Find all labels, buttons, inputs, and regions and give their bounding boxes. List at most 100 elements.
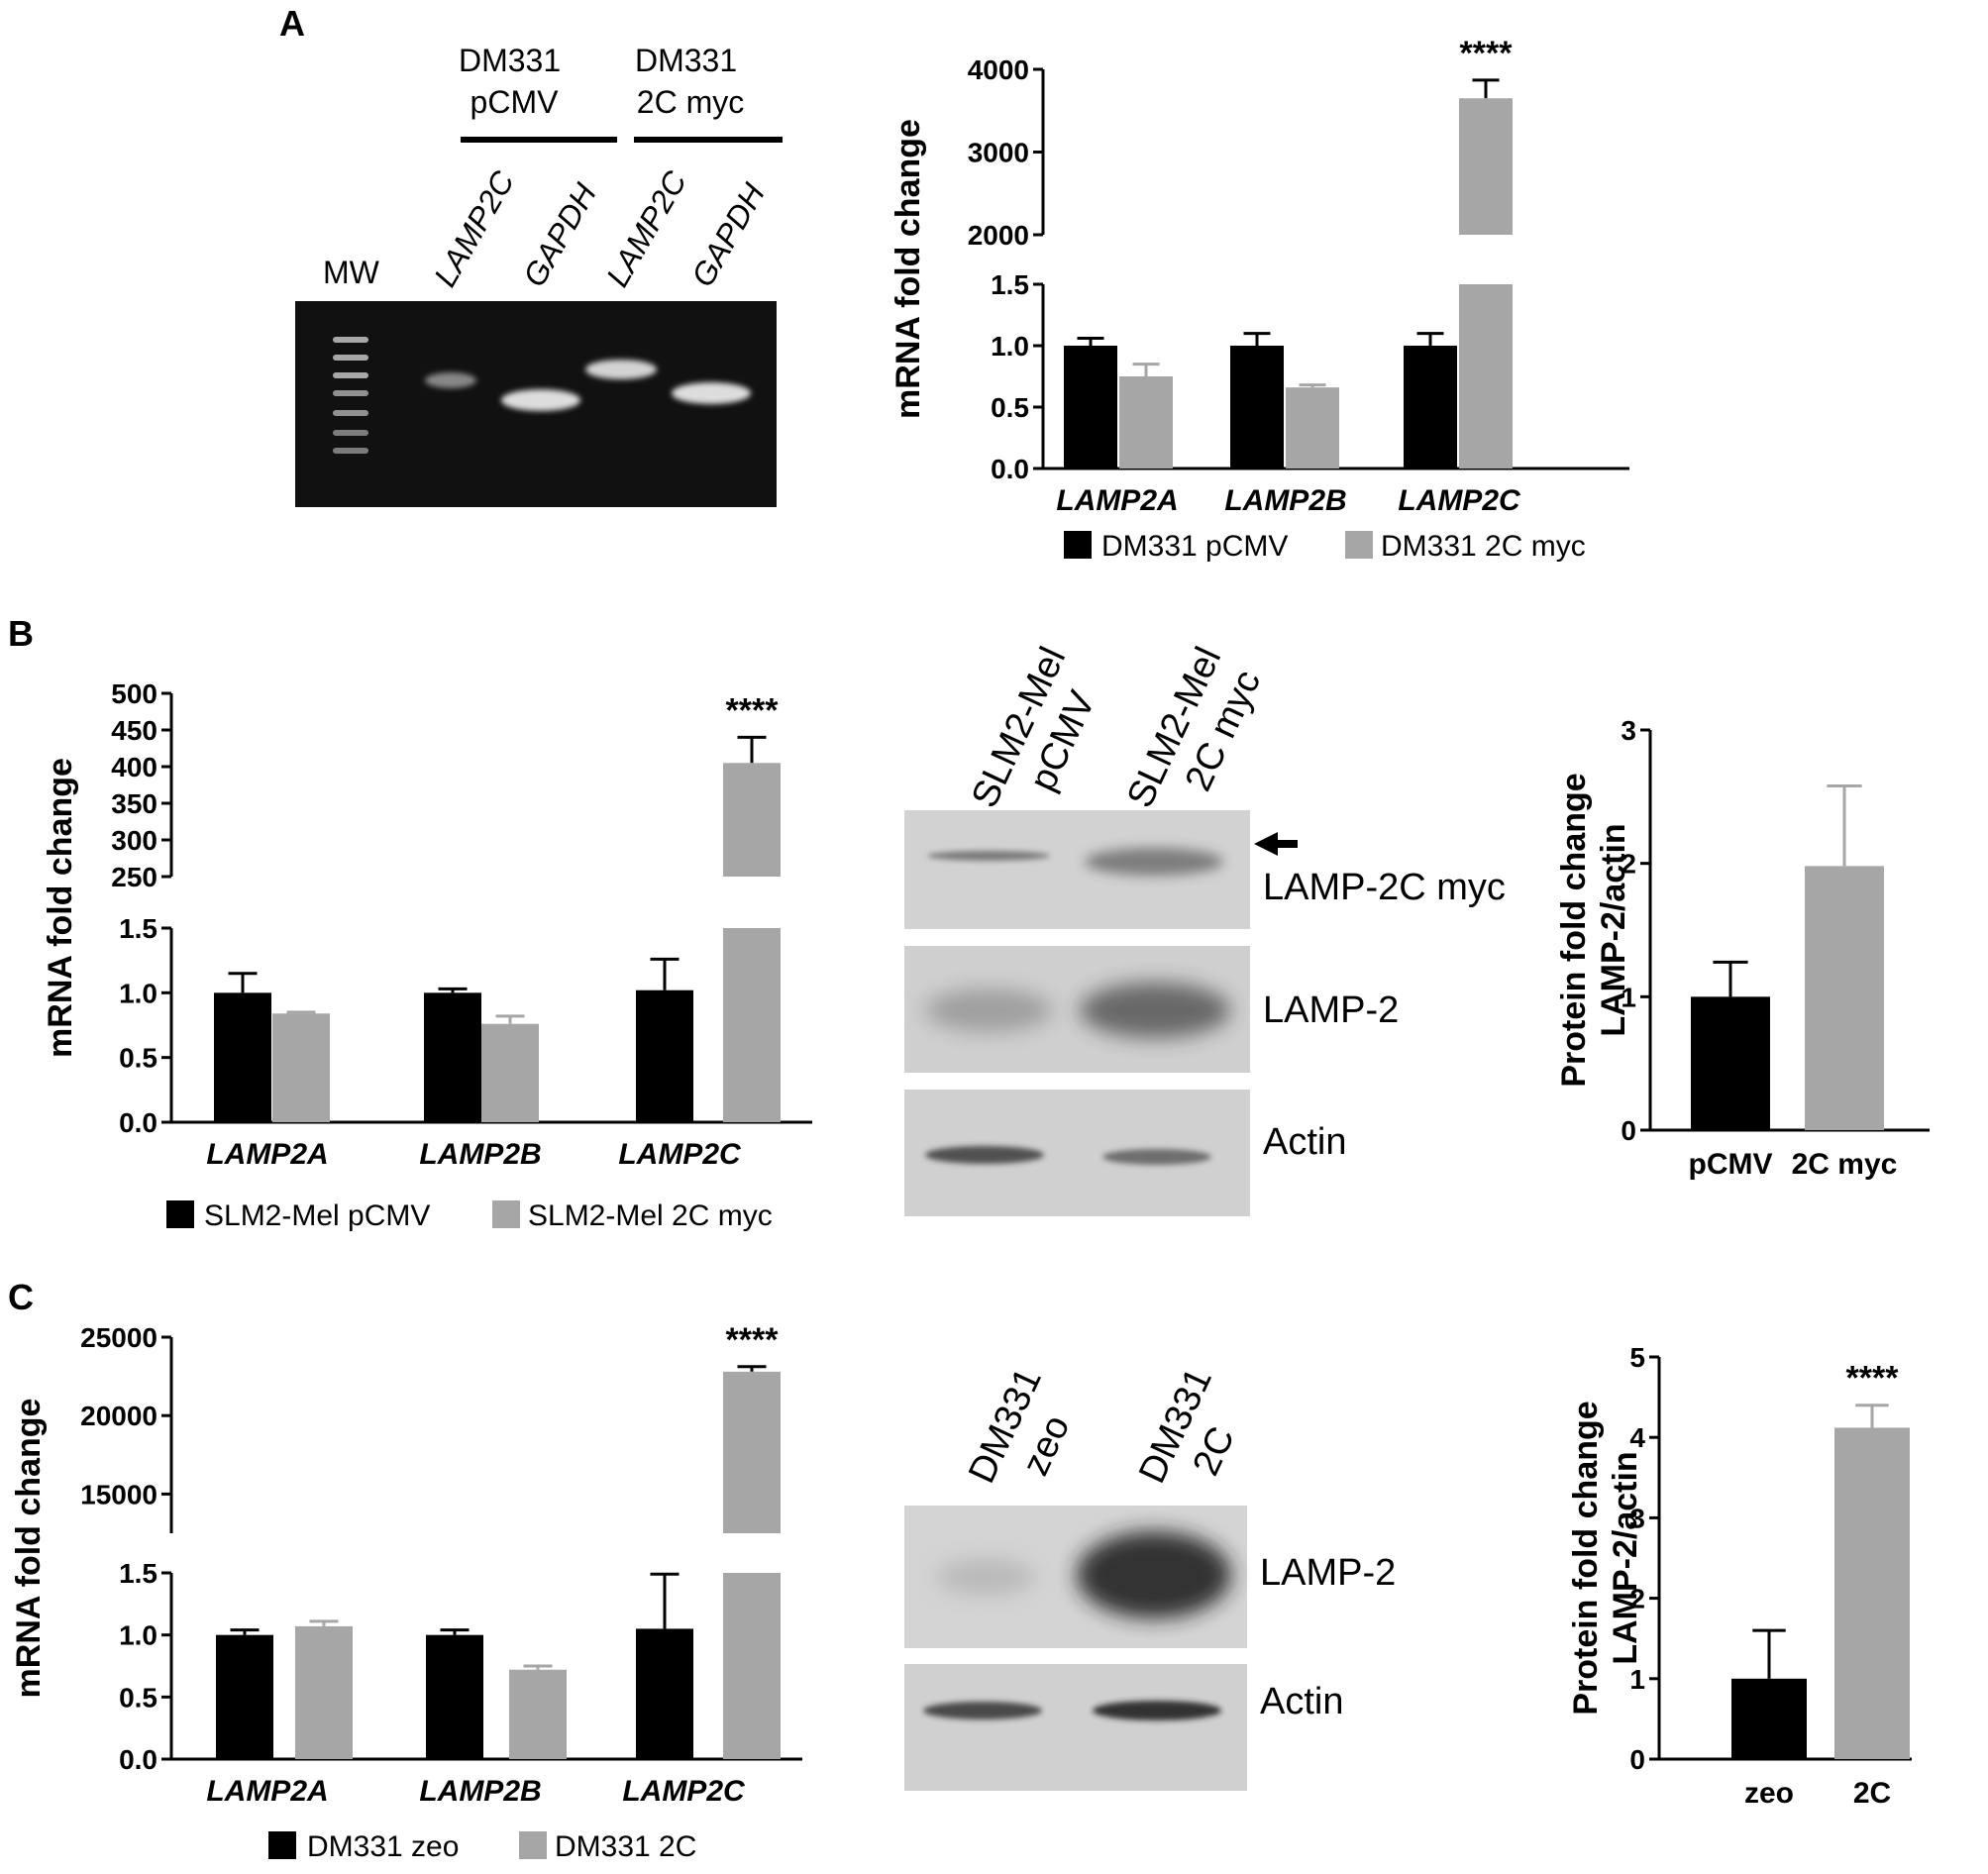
y-tick-label: 2000 (968, 220, 1029, 251)
y-axis-label: Protein fold changeLAMP-2/actin (1567, 1401, 1644, 1715)
blot-b-band-label-2: LAMP-2 (1263, 989, 1399, 1031)
y-tick-label: 1.5 (119, 1558, 157, 1589)
y-tick-label: 1.0 (991, 331, 1029, 362)
blot-b-band (1085, 848, 1223, 876)
blot-c-band (1077, 1531, 1231, 1618)
gel-a-mw-band (333, 372, 368, 378)
y-axis-label: mRNA fold change (42, 758, 79, 1058)
chart-a-legend-label-2: DM331 2C myc (1381, 530, 1586, 563)
blot-c-band-label-2: Actin (1260, 1681, 1343, 1722)
bar (424, 992, 481, 1122)
y-tick-label: 2 (1629, 1584, 1645, 1614)
bar (723, 763, 781, 877)
gel-a-lane-3: GAPDH (516, 176, 604, 292)
y-tick-label: 1.5 (991, 269, 1029, 300)
chart-a-mrna: 0.0 0.5 1.0 1.5 2000 3000 4000 LAMP2A LAMP2B ****… (889, 35, 1629, 517)
y-axis-label-line: LAMP-2/actin (1595, 823, 1632, 1036)
bar (426, 1634, 483, 1759)
chart-c-legend-swatch-2 (519, 1831, 547, 1859)
category-label: LAMP2C (1398, 484, 1521, 517)
arrow-icon (1254, 832, 1298, 856)
gel-a-group-2-line-2: 2C myc (637, 84, 744, 120)
y-tick-label: 450 (111, 715, 157, 746)
blot-b-band (1102, 1149, 1211, 1165)
y-tick-label: 1.0 (119, 978, 157, 1008)
y-axis-label: Protein fold changeLAMP-2/actin (1555, 773, 1632, 1087)
gel-a-mw-band (333, 390, 368, 396)
bar (723, 1371, 781, 1533)
y-tick-label: 2 (1621, 849, 1636, 880)
bar (214, 992, 271, 1122)
gel-a-lane-5: GAPDH (684, 176, 773, 292)
y-tick-label: 15000 (80, 1479, 157, 1510)
gel-a: DM331 pCMV DM331 2C myc MW LAMP2C GAPDH … (295, 43, 783, 507)
chart-b-legend-swatch-1 (166, 1200, 194, 1228)
gel-a-mw-band (333, 355, 368, 361)
bar (636, 989, 693, 1122)
blot-b-band (1080, 983, 1230, 1038)
bar (636, 1628, 693, 1759)
bar (1691, 996, 1770, 1130)
y-tick-label: 20000 (80, 1401, 157, 1431)
blot-c-lane-2: DM331 2C (1131, 1352, 1266, 1509)
bar-lower-segment (723, 1573, 781, 1759)
gel-a-group-2: DM331 2C myc (635, 43, 746, 120)
gel-a-band-gapdh-2cmyc (672, 382, 751, 404)
blot-b-lane-1: SLM2-Mel pCMV (964, 632, 1119, 834)
chart-b-protein: 0 1 2 3 pCMV 2C myc Protein fold changeLAMP-2/… (1555, 715, 1930, 1181)
bar (272, 1013, 330, 1122)
y-tick-label: 4000 (968, 54, 1029, 85)
gel-a-mw-band (333, 430, 368, 436)
y-tick-label: 4 (1629, 1422, 1645, 1453)
blot-c-band (1093, 1701, 1221, 1720)
y-tick-label: 300 (111, 825, 157, 856)
chart-c-legend: DM331 zeo DM331 2C (268, 1830, 696, 1863)
y-axis-label: mRNA fold change (889, 119, 927, 419)
bar (1119, 376, 1173, 468)
significance-marker: **** (726, 691, 780, 729)
y-axis-label-line: Protein fold change (1567, 1401, 1605, 1715)
blot-c-strip-actin (904, 1664, 1247, 1791)
y-tick-label: 3 (1621, 715, 1636, 746)
y-tick-label: 1 (1621, 982, 1636, 1012)
chart-b-legend-label-2: SLM2-Mel 2C myc (528, 1199, 773, 1232)
y-axis-label: mRNA fold change (10, 1399, 48, 1699)
gel-a-band-lamp2c-2cmyc (585, 360, 657, 379)
gel-a-band-lamp2c-pcmv (425, 372, 476, 388)
chart-b-legend: SLM2-Mel pCMV SLM2-Mel 2C myc (166, 1199, 773, 1232)
bar-lower-segment (1459, 284, 1513, 468)
blot-b-band-label-1: LAMP-2C myc (1263, 867, 1506, 908)
y-tick-label: 250 (111, 862, 157, 892)
blot-c-band (923, 1702, 1042, 1719)
y-tick-label: 1.5 (119, 913, 157, 944)
blot-b: SLM2-Mel pCMV SLM2-Mel 2C myc LAMP-2C my… (904, 632, 1506, 1216)
bar (1834, 1427, 1910, 1759)
gel-a-band-gapdh-pcmv (501, 389, 580, 411)
y-tick-label: 0.5 (119, 1043, 157, 1074)
gel-a-lane-mw: MW (323, 255, 380, 290)
panel-label-a: A (279, 3, 305, 44)
y-tick-label: 0 (1621, 1115, 1636, 1146)
category-label: LAMP2A (1056, 484, 1178, 517)
gel-a-lane-2: LAMP2C (427, 164, 522, 293)
bar (509, 1669, 567, 1759)
chart-c-mrna: 0.0 0.5 1.0 1.5 15000 20000 25000 LAMP2A LAMP2B *… (10, 1321, 802, 1808)
chart-b-mrna: 0.0 0.5 1.0 1.5 250 300 350 400 450 500 LAMP2A LAMP… (42, 678, 812, 1171)
gel-a-lane-4: LAMP2C (599, 164, 694, 293)
blot-b-band (925, 989, 1052, 1032)
y-tick-label: 5 (1629, 1342, 1645, 1373)
category-label: LAMP2C (622, 1775, 746, 1808)
gel-a-group-2-line-1: DM331 (635, 43, 737, 78)
category-label: LAMP2C (618, 1138, 742, 1171)
chart-c-protein: 0 1 2 3 4 5 zeo 2C **** Protein fold changeLAMP-2… (1567, 1342, 1912, 1810)
bar (1064, 346, 1117, 468)
bar (1731, 1678, 1807, 1759)
gel-a-group-1: DM331 pCMV (459, 43, 570, 120)
gel-a-mw-band (333, 448, 368, 454)
y-axis-label-line: LAMP-2/actin (1607, 1451, 1644, 1664)
blot-c-band (936, 1559, 1035, 1595)
category-label: LAMP2B (1224, 484, 1346, 517)
y-tick-label: 500 (111, 678, 157, 709)
category-label: LAMP2A (206, 1138, 328, 1171)
